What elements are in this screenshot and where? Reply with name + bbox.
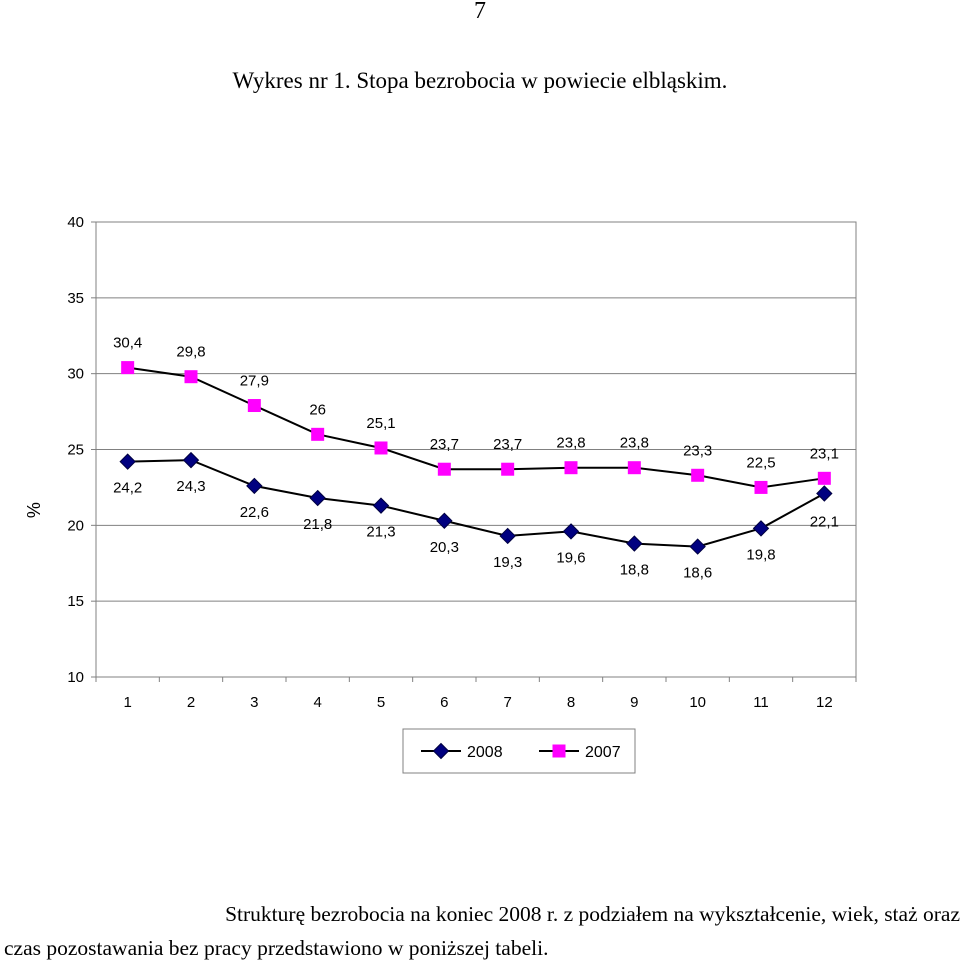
data-label-2008: 21,3 xyxy=(366,524,395,541)
data-point-2008 xyxy=(119,453,136,470)
data-point-2007 xyxy=(247,399,261,413)
series-line-2007 xyxy=(127,366,825,489)
data-label-2008: 20,3 xyxy=(430,539,459,556)
y-tick-label: 30 xyxy=(67,366,84,383)
data-point-2008 xyxy=(436,512,453,529)
data-label-2008: 19,8 xyxy=(746,546,775,563)
data-point-2007 xyxy=(754,480,768,494)
data-label-2008: 18,8 xyxy=(620,562,649,579)
x-tick-label: 11 xyxy=(753,694,769,711)
data-point-2008 xyxy=(689,538,706,555)
legend-marker-2008 xyxy=(432,742,450,760)
data-label-2007: 27,9 xyxy=(240,373,269,390)
data-point-2008 xyxy=(182,451,200,469)
data-label-2007: 23,3 xyxy=(683,442,712,459)
x-tick-label: 10 xyxy=(689,694,706,711)
data-label-2008: 19,6 xyxy=(556,549,585,566)
data-point-2007 xyxy=(627,461,641,475)
data-label-2008: 19,3 xyxy=(493,554,522,571)
data-label-2008: 21,8 xyxy=(303,516,332,533)
y-tick-label: 25 xyxy=(67,442,84,459)
gridlines xyxy=(96,297,856,602)
data-label-2007: 29,8 xyxy=(176,344,205,361)
data-label-2008: 22,1 xyxy=(810,513,839,530)
x-tick-label: 3 xyxy=(250,694,258,711)
data-labels: 24,2 24,3 22,6 21,8 21,3 20,3 19,3 19,6 18,8 18,6… xyxy=(113,335,839,582)
data-point-2007 xyxy=(437,462,451,476)
data-label-2007: 22,5 xyxy=(746,454,775,471)
data-point-2008 xyxy=(626,535,643,552)
data-label-2007: 23,8 xyxy=(556,435,585,452)
x-tick-label: 6 xyxy=(440,694,448,711)
y-tick-label: 10 xyxy=(67,669,84,686)
data-point-2007 xyxy=(184,370,198,384)
data-point-2008 xyxy=(562,523,580,540)
x-tick-label: 1 xyxy=(123,694,131,711)
data-point-2007 xyxy=(501,462,515,476)
y-axis-label: % xyxy=(24,502,44,518)
data-point-2008 xyxy=(499,527,516,545)
data-point-2008 xyxy=(372,497,390,514)
y-tick-label: 35 xyxy=(67,290,84,307)
page-number: 7 xyxy=(474,0,486,24)
data-point-2008 xyxy=(752,520,770,537)
y-tick-label: 40 xyxy=(67,214,84,231)
data-label-2007: 30,4 xyxy=(113,335,142,352)
data-point-2007 xyxy=(374,441,388,455)
x-tick-label: 12 xyxy=(816,694,833,711)
legend-label-2008: 2008 xyxy=(467,744,503,761)
data-label-2007: 23,7 xyxy=(430,436,459,453)
chart-title: Wykres nr 1. Stopa bezrobocia w powiecie… xyxy=(232,68,728,93)
data-label-2008: 24,2 xyxy=(113,480,142,497)
data-label-2008: 24,3 xyxy=(176,478,205,495)
data-point-2007 xyxy=(121,361,135,375)
paragraph-line-2: czas pozostawania bez pracy przedstawion… xyxy=(4,936,549,960)
x-tick-label: 7 xyxy=(503,694,511,711)
data-label-2007: 26 xyxy=(309,401,326,418)
data-point-2007 xyxy=(311,427,325,441)
data-label-2007: 23,7 xyxy=(493,436,522,453)
x-tick-label: 9 xyxy=(630,694,638,711)
y-tick-label: 20 xyxy=(67,517,84,534)
legend: 2008 2007 xyxy=(402,728,636,774)
series xyxy=(119,361,833,555)
x-tick-label: 5 xyxy=(377,694,385,711)
legend-label-2007: 2007 xyxy=(585,744,621,761)
legend-marker-2007 xyxy=(552,744,566,758)
x-tick-label: 8 xyxy=(567,694,575,711)
data-label-2007: 23,8 xyxy=(620,435,649,452)
x-tick-label: 2 xyxy=(187,694,195,711)
data-point-2008 xyxy=(309,489,326,507)
data-point-2007 xyxy=(691,468,705,482)
series-line-2008 xyxy=(127,459,825,548)
data-label-2008: 22,6 xyxy=(240,504,269,521)
data-label-2008: 18,6 xyxy=(683,565,712,582)
y-tick-label: 15 xyxy=(67,593,84,610)
x-tick-label: 4 xyxy=(313,694,321,711)
data-label-2007: 23,1 xyxy=(810,445,839,462)
data-point-2007 xyxy=(817,471,831,485)
paragraph-line-1: Strukturę bezrobocia na koniec 2008 r. z… xyxy=(225,902,960,926)
data-point-2007 xyxy=(564,461,578,475)
data-point-2008 xyxy=(816,485,833,502)
data-label-2007: 25,1 xyxy=(366,415,395,432)
data-point-2008 xyxy=(246,477,263,495)
